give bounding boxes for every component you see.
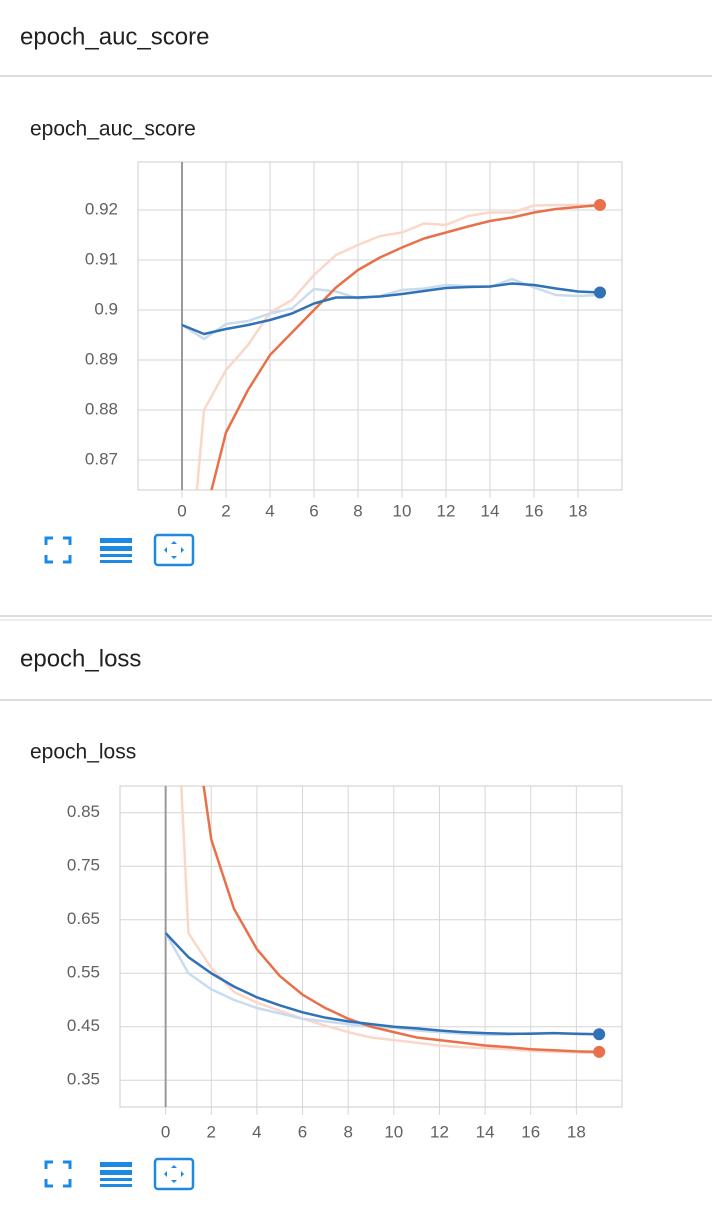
y-tick-label: 0.55 <box>67 963 100 982</box>
x-tick-label: 2 <box>221 501 230 520</box>
y-tick-label: 0.9 <box>94 299 118 318</box>
x-tick-label: 12 <box>437 501 456 520</box>
x-tick-label: 18 <box>567 1122 586 1141</box>
y-tick-label: 0.89 <box>85 349 118 368</box>
x-tick-label: 14 <box>476 1122 495 1141</box>
y-tick-label: 0.88 <box>85 399 118 418</box>
toolbar <box>44 1157 195 1191</box>
series-line <box>181 282 601 336</box>
end-marker <box>594 286 606 299</box>
y-tick-label: 0.85 <box>67 802 100 821</box>
plot-frame <box>119 785 623 1108</box>
end-marker <box>593 1045 606 1058</box>
x-tick-label: 2 <box>207 1122 216 1141</box>
chart-title: epoch_loss <box>30 741 136 764</box>
section-header: epoch_auc_score <box>20 23 209 50</box>
y-tick-label: 0.91 <box>85 249 118 268</box>
plot-lines <box>164 786 600 1055</box>
x-tick-label: 6 <box>298 1122 307 1141</box>
x-tick-label: 4 <box>252 1122 261 1141</box>
x-tick-label: 16 <box>525 501 544 520</box>
toggle-log-button[interactable] <box>100 1162 132 1187</box>
chart-title: epoch_auc_score <box>30 118 196 141</box>
series-line <box>210 203 601 490</box>
fullscreen-button[interactable] <box>44 1160 72 1188</box>
x-tick-label: 8 <box>343 1122 352 1141</box>
series-line <box>180 786 600 1055</box>
y-tick-label: 0.87 <box>85 449 118 468</box>
series-line <box>195 203 600 490</box>
section-header: epoch_loss <box>20 645 141 672</box>
toolbar <box>44 533 195 567</box>
toggle-log-button[interactable] <box>100 538 132 563</box>
x-tick-label: 6 <box>309 501 318 520</box>
x-tick-label: 12 <box>430 1122 449 1141</box>
series-line <box>202 786 600 1054</box>
x-tick-label: 4 <box>265 501 274 520</box>
fullscreen-button[interactable] <box>44 536 72 564</box>
x-tick-label: 10 <box>384 1122 403 1141</box>
fit-domain-button[interactable] <box>153 533 195 567</box>
x-tick-label: 18 <box>569 501 588 520</box>
y-tick-label: 0.65 <box>67 909 100 928</box>
x-tick-label: 10 <box>393 501 412 520</box>
end-marker <box>594 199 606 211</box>
x-tick-label: 16 <box>521 1122 540 1141</box>
plot-frame <box>137 161 623 491</box>
plot-lines <box>181 203 601 490</box>
series-line <box>181 277 601 341</box>
y-tick-label: 0.45 <box>67 1016 100 1035</box>
x-tick-label: 0 <box>177 501 186 520</box>
y-tick-label: 0.35 <box>67 1070 100 1089</box>
x-tick-label: 8 <box>353 501 362 520</box>
y-tick-label: 0.75 <box>67 856 100 875</box>
end-marker <box>593 1028 606 1041</box>
x-tick-label: 14 <box>481 501 500 520</box>
x-tick-label: 0 <box>161 1122 170 1141</box>
fit-domain-button[interactable] <box>153 1157 195 1191</box>
series-line <box>164 932 600 1036</box>
y-tick-label: 0.92 <box>85 199 118 218</box>
